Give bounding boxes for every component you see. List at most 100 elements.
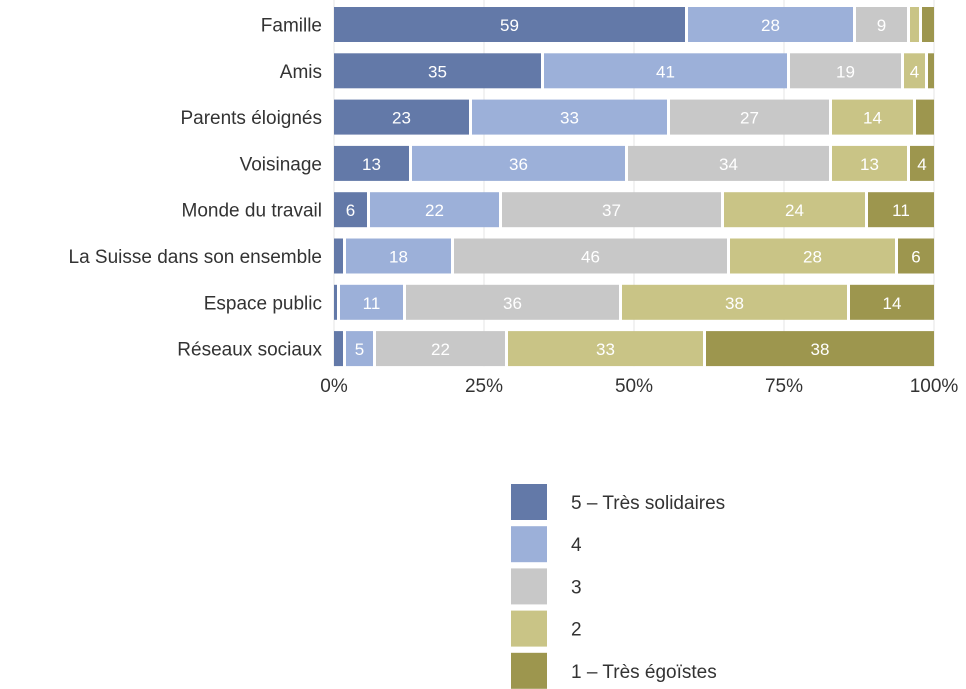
- bar-segment: [706, 331, 934, 367]
- bar-segment: [922, 7, 934, 42]
- x-tick-label: 75%: [765, 376, 803, 397]
- bar-segment: [856, 7, 907, 42]
- bar-segment: [724, 192, 865, 228]
- legend-label: 4: [571, 535, 582, 556]
- bar-segment: [454, 238, 727, 274]
- legend-swatch: [511, 526, 547, 563]
- data-label: 22: [425, 201, 444, 220]
- legend-swatch: [511, 652, 547, 689]
- data-label: 41: [656, 62, 675, 81]
- bar-segment: [334, 238, 343, 274]
- data-label: 6: [346, 201, 355, 220]
- data-label: 14: [883, 294, 902, 313]
- data-label: 59: [500, 16, 519, 35]
- bar-segment: [910, 7, 919, 42]
- data-label: 38: [725, 294, 744, 313]
- category-label: Famille: [261, 16, 322, 37]
- bar-segment: [622, 284, 847, 320]
- bar-segment: [688, 7, 853, 42]
- x-tick-label: 0%: [320, 376, 348, 397]
- legend-label: 5 – Très solidaires: [571, 493, 725, 514]
- bar-segment: [910, 145, 934, 181]
- data-label: 13: [362, 155, 381, 174]
- legend-swatch: [511, 484, 547, 520]
- bar-segment: [412, 145, 625, 181]
- bar-segment: [334, 53, 541, 89]
- bar-segment: [928, 53, 934, 89]
- category-label: Amis: [280, 62, 322, 83]
- data-label: 33: [596, 340, 615, 359]
- legend-swatch: [511, 610, 547, 647]
- data-label: 36: [503, 294, 522, 313]
- data-label: 5: [355, 340, 364, 359]
- bar-segment: [340, 284, 403, 320]
- bar-segment: [346, 331, 373, 367]
- bar-segment: [334, 192, 367, 228]
- category-label: Voisinage: [240, 154, 322, 175]
- bar-segment: [370, 192, 499, 228]
- data-label: 36: [509, 155, 528, 174]
- data-label: 4: [917, 155, 926, 174]
- data-label: 9: [877, 16, 886, 35]
- data-label: 14: [863, 109, 882, 128]
- legend-label: 2: [571, 620, 582, 641]
- data-label: 23: [392, 109, 411, 128]
- data-label: 4: [910, 62, 919, 81]
- data-label: 38: [811, 340, 830, 359]
- data-label: 28: [803, 248, 822, 267]
- bar-segment: [334, 7, 685, 42]
- legend-swatch: [511, 568, 547, 605]
- data-label: 24: [785, 201, 804, 220]
- data-label: 27: [740, 109, 759, 128]
- bar-segment: [730, 238, 895, 274]
- data-label: 11: [363, 294, 381, 313]
- bar-segment: [472, 99, 667, 135]
- bar-segment: [502, 192, 721, 228]
- data-label: 19: [836, 62, 855, 81]
- bar-segment: [790, 53, 901, 89]
- category-label: Réseaux sociaux: [177, 340, 322, 361]
- x-tick-label: 25%: [465, 376, 503, 397]
- x-tick-label: 50%: [615, 376, 653, 397]
- legend-label: 1 – Très égoïstes: [571, 662, 717, 683]
- x-axis-ticks: 0% 25% 50% 75% 100%: [320, 376, 958, 397]
- category-label: La Suisse dans son ensemble: [69, 247, 323, 268]
- bar-segment: [628, 145, 829, 181]
- bar-segment: [544, 53, 787, 89]
- bar-segment: [376, 331, 505, 367]
- bar-segment: [334, 145, 409, 181]
- bar-segment: [406, 284, 619, 320]
- bar-segment: [346, 238, 451, 274]
- category-label: Espace public: [204, 293, 322, 314]
- bar-segment: [508, 331, 703, 367]
- data-label: 46: [581, 248, 600, 267]
- bar-segment: [868, 192, 934, 228]
- bar-segment: [832, 145, 907, 181]
- bar-segment: [334, 99, 469, 135]
- bar-segment: [898, 238, 934, 274]
- data-label: 13: [860, 155, 879, 174]
- bar-segment: [334, 284, 337, 320]
- category-labels: Famille Amis Parents éloignés Voisinage Mond…: [69, 16, 323, 361]
- data-label: 22: [431, 340, 450, 359]
- bar-segment: [670, 99, 829, 135]
- bar-segment: [832, 99, 913, 135]
- bar-segment: [916, 99, 934, 135]
- data-label: 34: [719, 155, 738, 174]
- legend-label: 3: [571, 577, 582, 598]
- data-label: 35: [428, 62, 447, 81]
- bar-segment: [904, 53, 925, 89]
- data-label: 6: [911, 248, 920, 267]
- category-label: Parents éloignés: [180, 108, 322, 129]
- x-tick-label: 100%: [910, 376, 959, 397]
- legend: 5 – Très solidaires 4 3 2 1 – Très égoïstes: [511, 484, 725, 689]
- data-label: 11: [892, 201, 910, 220]
- bar-segment: [334, 331, 343, 367]
- data-label: 18: [389, 248, 408, 267]
- data-label: 37: [602, 201, 621, 220]
- bar-segment: [850, 284, 934, 320]
- data-label: 28: [761, 16, 780, 35]
- data-label: 33: [560, 109, 579, 128]
